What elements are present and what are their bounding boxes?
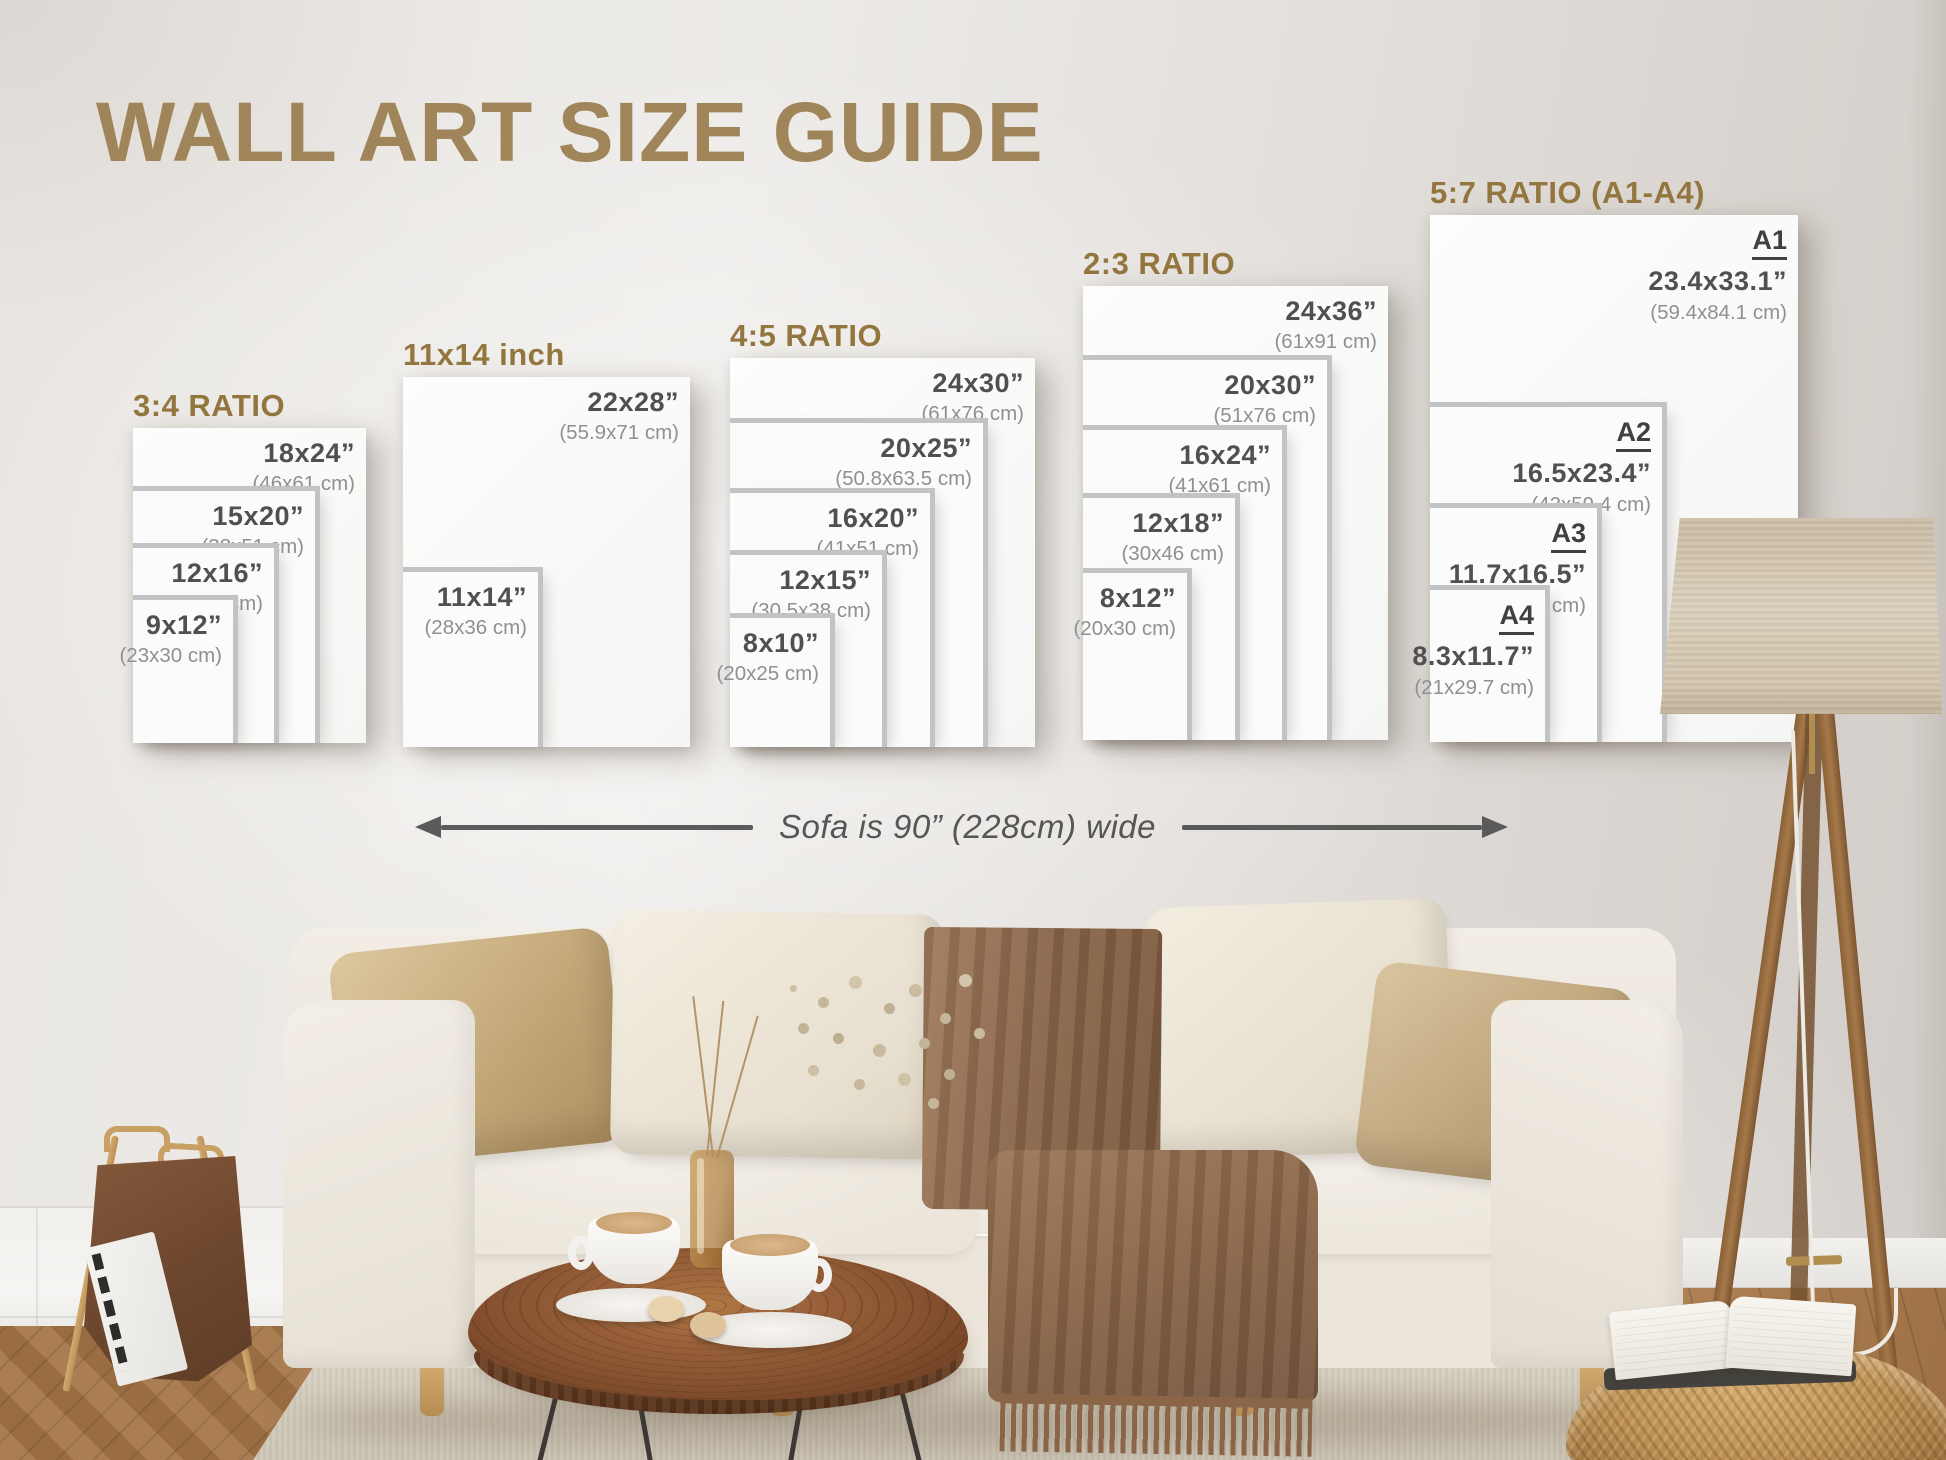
- ratio-group-3-4: 3:4 RATIO 18x24”(46x61 cm) 15x20”(38x51 …: [119, 388, 366, 743]
- magazine-rack-handle: [104, 1126, 170, 1152]
- size-label: 18x24”: [263, 438, 355, 468]
- size-frame-8x10: 8x10” (20x25 cm): [716, 613, 835, 747]
- open-book: [1725, 1295, 1857, 1377]
- coffee-cup: [722, 1234, 818, 1310]
- cm-label: (50.8x63.5 cm): [835, 467, 972, 491]
- cm-label: (23x30 cm): [119, 644, 222, 668]
- series-label: A3: [1551, 518, 1586, 554]
- series-label: A2: [1616, 417, 1651, 453]
- size-label: 8.3x11.7”: [1412, 641, 1534, 672]
- size-label: 16.5x23.4”: [1512, 458, 1651, 489]
- page-title: WALL ART SIZE GUIDE: [96, 85, 1044, 179]
- series-label: A1: [1752, 225, 1787, 261]
- group-heading: 3:4 RATIO: [133, 388, 286, 423]
- cm-label: (28x36 cm): [424, 616, 527, 640]
- sofa-leg: [420, 1366, 444, 1416]
- group-heading: 2:3 RATIO: [1083, 246, 1236, 281]
- cm-label: (41x61 cm): [1168, 474, 1271, 498]
- group-heading: 5:7 RATIO (A1-A4): [1430, 175, 1705, 210]
- sofa-arm-right: [1491, 1000, 1683, 1368]
- babys-breath: [790, 985, 797, 992]
- lamp-stem: [1809, 712, 1815, 774]
- coffee-cup: [588, 1212, 680, 1284]
- size-frame-9x12: 9x12” (23x30 cm): [119, 595, 238, 743]
- macaron: [648, 1296, 684, 1322]
- macaron: [690, 1312, 726, 1338]
- cm-label: (61x91 cm): [1274, 330, 1377, 354]
- cm-label: (51x76 cm): [1213, 404, 1316, 428]
- sofa-arm-left: [283, 1000, 475, 1368]
- arrow-head-right-icon: [1481, 816, 1508, 838]
- arrow-head-left-icon: [415, 816, 441, 838]
- size-label: 22x28”: [587, 387, 679, 417]
- cm-label: (20x25 cm): [716, 662, 819, 686]
- throw-blanket: [988, 1150, 1318, 1402]
- size-label: 12x18”: [1132, 508, 1224, 538]
- cm-label: (30x46 cm): [1121, 542, 1224, 566]
- cm-label: (20x30 cm): [1073, 617, 1176, 641]
- size-label: 8x10”: [742, 628, 819, 658]
- arrow-line: [441, 824, 753, 830]
- size-label: 15x20”: [212, 501, 304, 531]
- sofa-width-label: Sofa is 90” (228cm) wide: [779, 808, 1156, 845]
- size-label: 8x12”: [1099, 583, 1176, 613]
- size-label: 12x15”: [779, 565, 871, 595]
- ratio-group-2-3: 2:3 RATIO 24x36” (61x91 cm) 20x30” (51x76 …: [1073, 246, 1388, 740]
- throw-fringe: [999, 1393, 1313, 1457]
- size-label: 24x30”: [932, 368, 1024, 398]
- size-label: 9x12”: [145, 610, 222, 640]
- size-label: 23.4x33.1”: [1648, 266, 1787, 297]
- size-label: 12x16”: [171, 558, 263, 588]
- size-label: 11x14”: [436, 582, 527, 612]
- size-frame-11x14: 11x14” (28x36 cm): [403, 567, 543, 747]
- wall-corner-shadow: [1908, 0, 1946, 1460]
- size-label: 24x36”: [1285, 296, 1377, 326]
- pillow-cream: [609, 909, 945, 1160]
- size-label: 20x30”: [1224, 370, 1316, 400]
- size-label: 20x25”: [880, 433, 972, 463]
- sofa-width-arrow: Sofa is 90” (228cm) wide: [415, 804, 1537, 850]
- group-heading: 11x14 inch: [403, 337, 565, 372]
- sofa-shadow: [290, 1392, 1680, 1448]
- size-frame-8x12: 8x12” (20x30 cm): [1073, 568, 1192, 740]
- size-frame-a4: A4 8.3x11.7” (21x29.7 cm): [1412, 585, 1550, 742]
- group-heading: 4:5 RATIO: [730, 318, 883, 353]
- open-book: [1608, 1299, 1738, 1381]
- size-label: 11.7x16.5”: [1448, 559, 1586, 590]
- ratio-group-11x14: 11x14 inch 22x28” (55.9x71 cm) 11x14” (28x…: [403, 337, 690, 747]
- size-label: 16x24”: [1179, 440, 1271, 470]
- cm-label: (21x29.7 cm): [1414, 675, 1534, 699]
- series-label: A4: [1499, 600, 1534, 636]
- lampshade: [1660, 518, 1942, 714]
- size-label: 16x20”: [827, 503, 919, 533]
- arrow-line: [1181, 824, 1482, 830]
- cm-label: (59.4x84.1 cm): [1650, 300, 1787, 324]
- cm-label: (55.9x71 cm): [559, 421, 679, 445]
- ratio-group-4-5: 4:5 RATIO 24x30” (61x76 cm) 20x25” (50.8x6…: [716, 318, 1035, 747]
